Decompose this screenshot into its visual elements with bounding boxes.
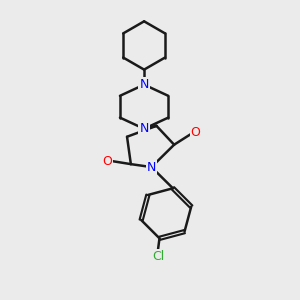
- Text: Cl: Cl: [152, 250, 164, 262]
- Text: O: O: [191, 126, 201, 140]
- Text: N: N: [140, 78, 149, 91]
- Text: N: N: [147, 160, 156, 174]
- Text: N: N: [140, 122, 149, 135]
- Text: O: O: [102, 155, 112, 168]
